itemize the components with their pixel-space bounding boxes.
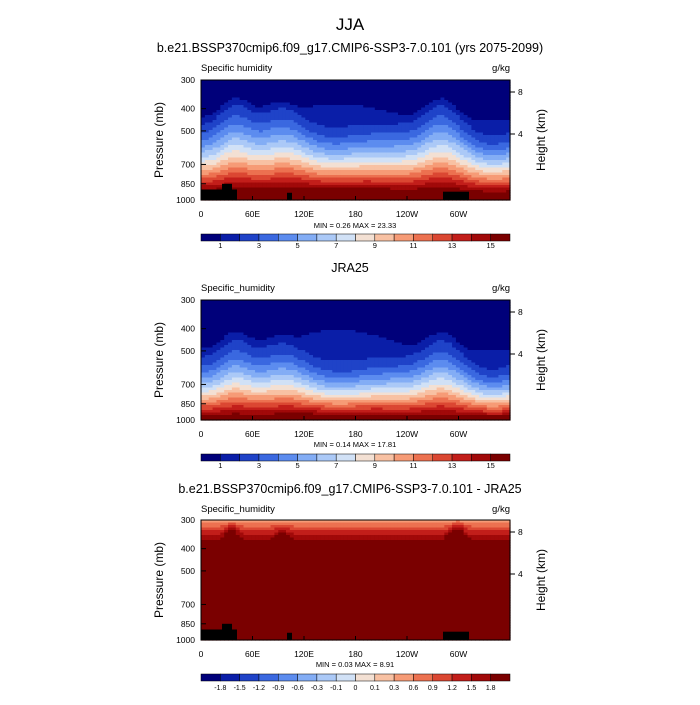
y-right-tick-label: 8 xyxy=(518,87,523,97)
colorbar-label: 13 xyxy=(448,241,456,250)
panel-title: JRA25 xyxy=(331,261,369,275)
x-tick-label: 120E xyxy=(294,209,314,219)
colorbar-label: 1 xyxy=(218,241,222,250)
y-tick-label: 500 xyxy=(181,126,195,136)
y-tick-label: 700 xyxy=(181,159,195,169)
y-tick-label: 850 xyxy=(181,179,195,189)
units-label: g/kg xyxy=(492,283,510,294)
topography-mask xyxy=(287,193,292,200)
colorbar-label: 9 xyxy=(373,241,377,250)
colorbar-swatch xyxy=(240,234,259,241)
x-tick-label: 60W xyxy=(450,209,467,219)
colorbar-swatch xyxy=(394,234,413,241)
x-tick-label: 0 xyxy=(199,209,204,219)
colorbar-swatch xyxy=(259,234,278,241)
x-tick-label: 60E xyxy=(245,209,260,219)
y-right-axis-label: Height (km) xyxy=(534,109,548,171)
colorbar-swatch xyxy=(413,234,432,241)
colorbar-swatch xyxy=(220,234,239,241)
colorbar-swatch xyxy=(278,234,297,241)
units-label: g/kg xyxy=(492,63,510,74)
x-tick-label: 180 xyxy=(348,209,362,219)
colorbar-label: 7 xyxy=(334,241,338,250)
contour-field xyxy=(201,80,511,201)
colorbar-swatch xyxy=(452,234,471,241)
y-tick-label: 1000 xyxy=(176,195,195,205)
y-tick-label: 300 xyxy=(181,75,195,85)
min-max-stats: MIN = 0.26 MAX = 23.33 xyxy=(314,221,397,230)
colorbar-swatch xyxy=(375,234,394,241)
colorbar-swatch xyxy=(433,234,452,241)
panel-title: b.e21.BSSP370cmip6.f09_g17.CMIP6-SSP3-7.… xyxy=(157,41,543,55)
colorbar-swatch xyxy=(201,234,220,241)
colorbar-swatch xyxy=(317,234,336,241)
colorbar-label: 3 xyxy=(257,241,261,250)
figure-title: JJA xyxy=(336,15,365,34)
chart-panel-1: b.e21.BSSP370cmip6.f09_g17.CMIP6-SSP3-7.… xyxy=(152,41,548,250)
y-axis-label: Pressure (mb) xyxy=(152,102,166,178)
x-tick-label: 120W xyxy=(396,209,418,219)
colorbar-swatch xyxy=(471,234,490,241)
colorbar-swatch xyxy=(491,234,510,241)
topography-mask xyxy=(443,192,469,200)
colorbar-label: 5 xyxy=(295,241,299,250)
colorbar-swatch xyxy=(356,234,375,241)
topography-mask xyxy=(222,184,232,200)
colorbar-swatch xyxy=(336,234,355,241)
variable-label: Specific_humidity xyxy=(201,283,275,294)
colorbar-label: 15 xyxy=(487,241,495,250)
colorbar-swatch xyxy=(298,234,317,241)
colorbar-label: 11 xyxy=(410,241,418,250)
contour-field xyxy=(201,300,511,421)
variable-label: Specific humidity xyxy=(201,63,273,74)
y-right-tick-label: 4 xyxy=(518,129,523,139)
y-tick-label: 400 xyxy=(181,104,195,114)
